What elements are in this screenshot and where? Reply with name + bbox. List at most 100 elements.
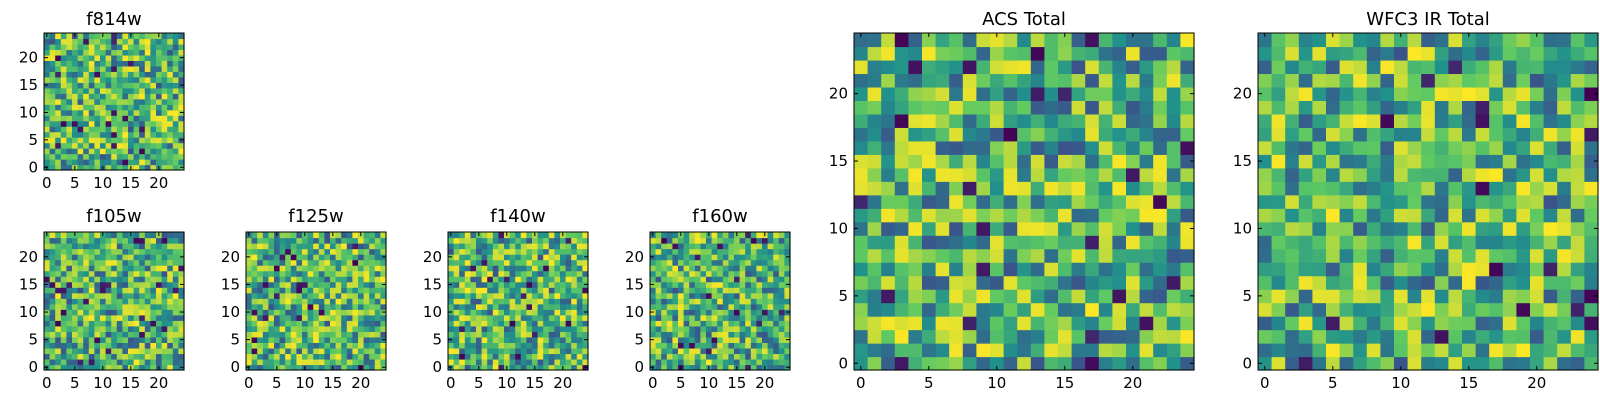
- heatmap-cell: [335, 292, 342, 299]
- heatmap-cell: [532, 298, 539, 305]
- heatmap-cell: [1339, 127, 1354, 142]
- heatmap-cell: [161, 109, 168, 116]
- heatmap-cell: [369, 303, 376, 310]
- heatmap-cell: [268, 309, 275, 316]
- heatmap-cell: [666, 265, 673, 272]
- heatmap-cell: [128, 314, 135, 321]
- heatmap-cell: [700, 358, 707, 366]
- heatmap-cell: [262, 237, 269, 244]
- heatmap-cell: [1153, 343, 1168, 358]
- heatmap-cell: [894, 329, 909, 344]
- heatmap-cell: [1044, 262, 1059, 277]
- heatmap-cell: [571, 347, 578, 355]
- heatmap-cell: [55, 309, 62, 316]
- heatmap-cell: [105, 320, 112, 327]
- heatmap-cell: [128, 87, 135, 94]
- heatmap-cell: [262, 364, 269, 371]
- heatmap-cell: [139, 309, 146, 316]
- heatmap-cell: [352, 281, 359, 288]
- heatmap-cell: [526, 314, 533, 321]
- heatmap-cell: [1285, 208, 1300, 223]
- heatmap-cell: [1058, 343, 1073, 358]
- heatmap-cell: [464, 320, 471, 327]
- heatmap-cell: [1557, 154, 1572, 169]
- heatmap-cell: [492, 320, 499, 327]
- heatmap-cell: [77, 164, 84, 171]
- y-tick-label: 5: [838, 287, 848, 305]
- heatmap-cell: [144, 254, 151, 261]
- heatmap-cell: [111, 159, 118, 166]
- heatmap-cell: [55, 336, 62, 343]
- heatmap-cell: [83, 314, 90, 321]
- heatmap-cell: [161, 281, 168, 288]
- heatmap-cell: [1298, 208, 1313, 223]
- heatmap-cell: [908, 73, 923, 88]
- heatmap-cell: [1339, 86, 1354, 101]
- heatmap-cell: [257, 276, 264, 283]
- heatmap-cell: [976, 275, 991, 290]
- heatmap-cell: [172, 148, 179, 155]
- heatmap-cell: [313, 320, 320, 327]
- heatmap-cell: [139, 248, 146, 255]
- heatmap-cell: [908, 289, 923, 304]
- heatmap-cell: [694, 281, 701, 288]
- heatmap-cell: [778, 320, 785, 327]
- heatmap-cell: [369, 342, 376, 349]
- heatmap-cell: [1530, 316, 1545, 331]
- heatmap-cell: [341, 270, 348, 277]
- heatmap-cell: [734, 353, 741, 360]
- heatmap-cell: [1166, 302, 1181, 317]
- heatmap-cell: [156, 115, 163, 122]
- heatmap-cell: [1448, 289, 1463, 304]
- heatmap-cell: [717, 353, 724, 360]
- panel-title: f140w: [490, 206, 545, 227]
- heatmap-cell: [335, 265, 342, 272]
- heatmap-cell: [1489, 181, 1504, 196]
- heatmap-cell: [543, 353, 550, 360]
- y-tick-label: 10: [625, 303, 644, 321]
- heatmap-cell: [1017, 343, 1032, 358]
- heatmap-cell: [678, 243, 685, 250]
- heatmap-cell: [1298, 154, 1313, 169]
- heatmap-cell: [949, 289, 964, 304]
- heatmap-cell: [94, 159, 101, 166]
- heatmap-cell: [1044, 194, 1059, 209]
- heatmap-cell: [72, 153, 79, 160]
- heatmap-cell: [122, 281, 129, 288]
- heatmap-cell: [962, 46, 977, 61]
- heatmap-cell: [1044, 167, 1059, 182]
- heatmap-cell: [543, 276, 550, 283]
- heatmap-cell: [380, 287, 387, 294]
- heatmap-cell: [296, 248, 303, 255]
- heatmap-cell: [77, 82, 84, 89]
- heatmap-cell: [352, 336, 359, 343]
- heatmap-cell: [976, 167, 991, 182]
- heatmap-cell: [745, 309, 752, 316]
- heatmap-cell: [1475, 154, 1490, 169]
- heatmap-cell: [453, 325, 460, 332]
- heatmap-cell: [728, 292, 735, 299]
- heatmap-cell: [520, 353, 527, 360]
- heatmap-cell: [1543, 33, 1558, 48]
- heatmap-cell: [60, 142, 67, 149]
- heatmap-cell: [1180, 113, 1195, 128]
- heatmap-cell: [133, 71, 140, 78]
- heatmap-cell: [330, 254, 337, 261]
- heatmap-cell: [324, 298, 331, 305]
- heatmap-cell: [268, 254, 275, 261]
- heatmap-cell: [1339, 46, 1354, 61]
- heatmap-cell: [784, 276, 791, 283]
- heatmap-cell: [582, 325, 589, 332]
- heatmap-cell: [750, 243, 757, 250]
- heatmap-cell: [881, 302, 896, 317]
- heatmap-cell: [111, 314, 118, 321]
- x-tick-label: 5: [1328, 374, 1338, 392]
- heatmap-cell: [717, 237, 724, 244]
- heatmap-cell: [122, 276, 129, 283]
- heatmap-cell: [1258, 289, 1273, 304]
- heatmap-cell: [650, 276, 657, 283]
- heatmap-cell: [111, 142, 118, 149]
- heatmap-cell: [655, 270, 662, 277]
- heatmap-cell: [285, 314, 292, 321]
- heatmap-cell: [122, 33, 129, 40]
